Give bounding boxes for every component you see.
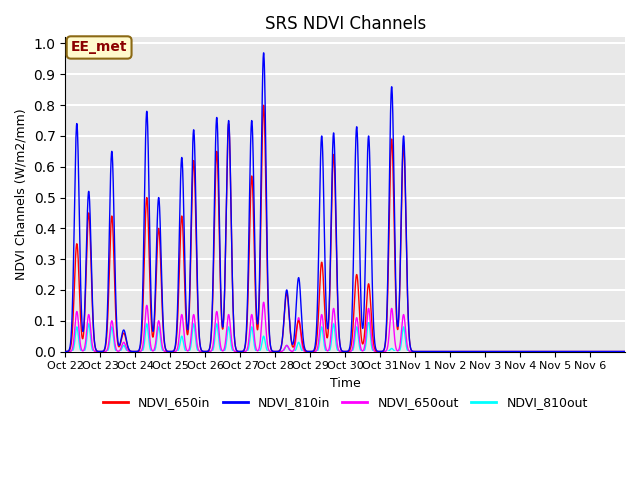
- NDVI_650out: [467, 348, 474, 354]
- NDVI_650out: [474, 348, 482, 354]
- Legend: NDVI_650in, NDVI_810in, NDVI_650out, NDVI_810out: NDVI_650in, NDVI_810in, NDVI_650out, NDV…: [98, 391, 593, 414]
- NDVI_810out: [615, 348, 623, 354]
- Text: EE_met: EE_met: [71, 40, 127, 54]
- Y-axis label: NDVI Channels (W/m2/mm): NDVI Channels (W/m2/mm): [15, 108, 28, 280]
- NDVI_650out: [176, 326, 184, 332]
- NDVI_650out: [260, 300, 268, 305]
- NDVI_650in: [260, 102, 268, 108]
- NDVI_810out: [502, 348, 510, 354]
- NDVI_810in: [417, 348, 425, 354]
- NDVI_810in: [494, 348, 502, 354]
- NDVI_810out: [467, 348, 474, 354]
- NDVI_810out: [536, 348, 543, 354]
- NDVI_650out: [502, 348, 510, 354]
- Line: NDVI_810in: NDVI_810in: [65, 53, 625, 351]
- NDVI_810out: [417, 348, 425, 354]
- NDVI_810in: [467, 348, 474, 354]
- NDVI_650out: [417, 348, 425, 354]
- NDVI_810out: [176, 341, 184, 347]
- NDVI_810in: [502, 348, 510, 354]
- NDVI_650in: [61, 348, 69, 354]
- NDVI_650out: [61, 348, 69, 354]
- NDVI_650in: [621, 348, 629, 354]
- NDVI_810out: [461, 348, 468, 354]
- NDVI_650in: [176, 248, 184, 254]
- NDVI_650in: [467, 348, 474, 354]
- X-axis label: Time: Time: [330, 377, 360, 390]
- NDVI_650in: [417, 348, 425, 354]
- NDVI_650in: [494, 348, 502, 354]
- NDVI_810in: [621, 348, 629, 354]
- NDVI_810in: [615, 348, 623, 354]
- NDVI_650out: [615, 348, 623, 354]
- NDVI_810in: [176, 204, 184, 210]
- Title: SRS NDVI Channels: SRS NDVI Channels: [264, 15, 426, 33]
- NDVI_810out: [61, 348, 69, 354]
- NDVI_650in: [615, 348, 623, 354]
- NDVI_650out: [621, 348, 629, 354]
- NDVI_810in: [61, 348, 69, 354]
- NDVI_810out: [621, 348, 629, 354]
- Line: NDVI_810out: NDVI_810out: [65, 321, 625, 351]
- Line: NDVI_650out: NDVI_650out: [65, 302, 625, 351]
- Line: NDVI_650in: NDVI_650in: [65, 105, 625, 351]
- NDVI_810in: [260, 50, 268, 56]
- NDVI_810in: [536, 348, 543, 354]
- NDVI_650in: [536, 348, 543, 354]
- NDVI_810out: [365, 318, 372, 324]
- NDVI_650in: [502, 348, 510, 354]
- NDVI_650out: [536, 348, 543, 354]
